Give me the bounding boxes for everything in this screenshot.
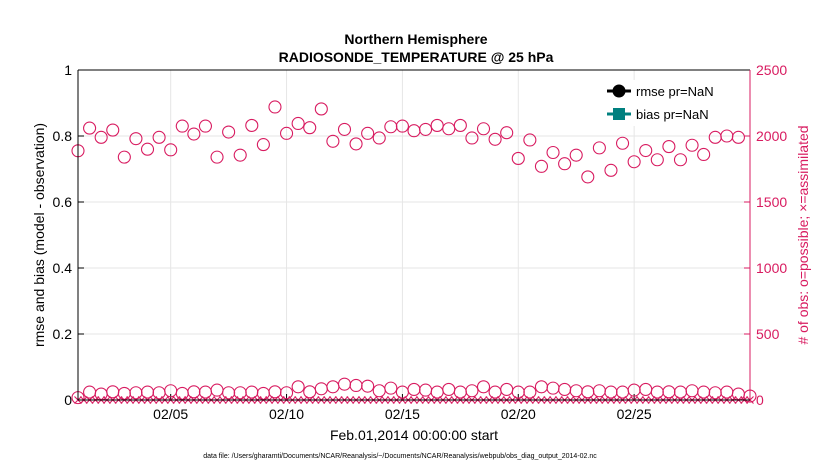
right-tick-label: 500: [756, 326, 780, 342]
possible-obs-marker: [314, 102, 328, 116]
right-tick-label: 1500: [756, 194, 787, 210]
possible-obs-marker: [198, 119, 212, 133]
legend-bias-marker: [613, 108, 625, 120]
possible-obs-marker: [117, 150, 131, 164]
possible-obs-marker: [222, 125, 236, 139]
left-tick-label: 0: [64, 392, 72, 408]
possible-obs-marker: [523, 385, 537, 399]
possible-obs-marker: [233, 148, 247, 162]
possible-obs-marker: [256, 138, 270, 152]
possible-obs-marker: [384, 381, 398, 395]
chart-title-line2: RADIOSONDE_TEMPERATURE @ 25 hPa: [279, 49, 554, 65]
possible-obs-marker: [639, 143, 653, 158]
left-tick-label: 0.6: [53, 194, 73, 210]
possible-obs-marker: [453, 118, 467, 132]
possible-obs-marker: [488, 132, 502, 146]
possible-obs-marker: [303, 121, 317, 135]
x-axis-label: Feb.01,2014 00:00:00 start: [330, 427, 498, 443]
x-axis-ticks: 02/05 02/10 02/15 02/20 02/25: [153, 394, 652, 422]
possible-obs-marker: [129, 132, 143, 146]
possible-obs-marker: [476, 380, 491, 394]
left-tick-label: 1: [64, 62, 72, 78]
possible-obs-marker: [395, 119, 409, 133]
right-tick-label: 0: [756, 392, 764, 408]
possible-obs-marker: [592, 141, 606, 155]
possible-obs-marker: [500, 126, 514, 140]
possible-obs-marker: [280, 126, 294, 140]
possible-obs-marker: [326, 134, 340, 148]
left-tick-label: 0.4: [53, 260, 73, 276]
possible-obs-marker: [187, 127, 201, 141]
possible-obs-marker: [361, 126, 375, 140]
possible-obs-marker: [581, 170, 595, 184]
possible-obs-marker: [616, 136, 630, 150]
possible-obs-marker: [152, 130, 166, 144]
possible-obs-marker: [465, 384, 479, 398]
right-tick-label: 1000: [756, 260, 787, 276]
possible-obs-marker: [697, 147, 711, 162]
possible-obs-marker: [210, 150, 224, 164]
possible-obs-marker: [604, 163, 618, 177]
possible-obs-marker: [523, 133, 537, 147]
right-axis-ticks: 0 500 1000 1500 2000 2500: [744, 62, 787, 408]
possible-obs-marker: [337, 122, 352, 136]
possible-obs-marker: [83, 121, 97, 135]
x-tick-label: 02/10: [269, 406, 304, 422]
possible-obs-marker: [361, 379, 375, 393]
x-tick-label: 02/05: [153, 406, 188, 422]
possible-obs-marker: [245, 118, 259, 132]
possible-obs-marker: [476, 122, 491, 136]
possible-obs-marker: [94, 130, 108, 144]
possible-obs-marker: [291, 116, 305, 131]
possible-obs-marker: [685, 138, 699, 152]
possible-obs-marker: [140, 142, 155, 156]
possible-obs-marker: [164, 143, 178, 157]
legend-rmse-marker: [612, 84, 626, 98]
possible-obs-marker: [662, 140, 676, 154]
x-tick-label: 02/25: [617, 406, 652, 422]
possible-obs-marker: [419, 122, 433, 136]
possible-obs-marker: [731, 130, 745, 144]
possible-obs-marker: [106, 123, 120, 137]
right-tick-label: 2500: [756, 62, 787, 78]
possible-obs-marker: [175, 119, 189, 133]
left-tick-label: 0.8: [53, 128, 73, 144]
data-file-footer: data file: /Users/gharamti/Documents/NCA…: [203, 453, 597, 460]
right-tick-label: 2000: [756, 128, 787, 144]
possible-obs-marker: [268, 100, 282, 114]
possible-obs-marker: [650, 153, 664, 167]
possible-obs-marker: [349, 137, 363, 151]
possible-obs-marker: [569, 148, 583, 162]
possible-obs-marker: [558, 157, 572, 171]
possible-obs-marker: [291, 380, 305, 394]
possible-obs-marker: [280, 386, 294, 400]
legend-bias-label: bias pr=NaN: [636, 107, 709, 122]
possible-obs-marker: [511, 151, 525, 165]
chart-title-line1: Northern Hemisphere: [344, 31, 487, 47]
x-tick-label: 02/20: [501, 406, 536, 422]
possible-obs-marker: [546, 145, 560, 160]
y-axis-label-left: rmse and bias (model - observation): [31, 123, 47, 347]
possible-obs-marker: [627, 155, 641, 169]
possible-obs-marker: [673, 153, 688, 167]
left-tick-label: 0.2: [53, 326, 73, 342]
possible-obs-marker: [534, 159, 548, 173]
legend: rmse pr=NaN bias pr=NaN: [594, 80, 744, 126]
legend-rmse-label: rmse pr=NaN: [636, 84, 714, 99]
y-axis-label-right: # of obs: o=possible; ×=assimilated: [795, 125, 811, 344]
x-tick-label: 02/15: [385, 406, 420, 422]
possible-obs-marker: [465, 131, 479, 145]
possible-obs-marker: [372, 131, 386, 145]
